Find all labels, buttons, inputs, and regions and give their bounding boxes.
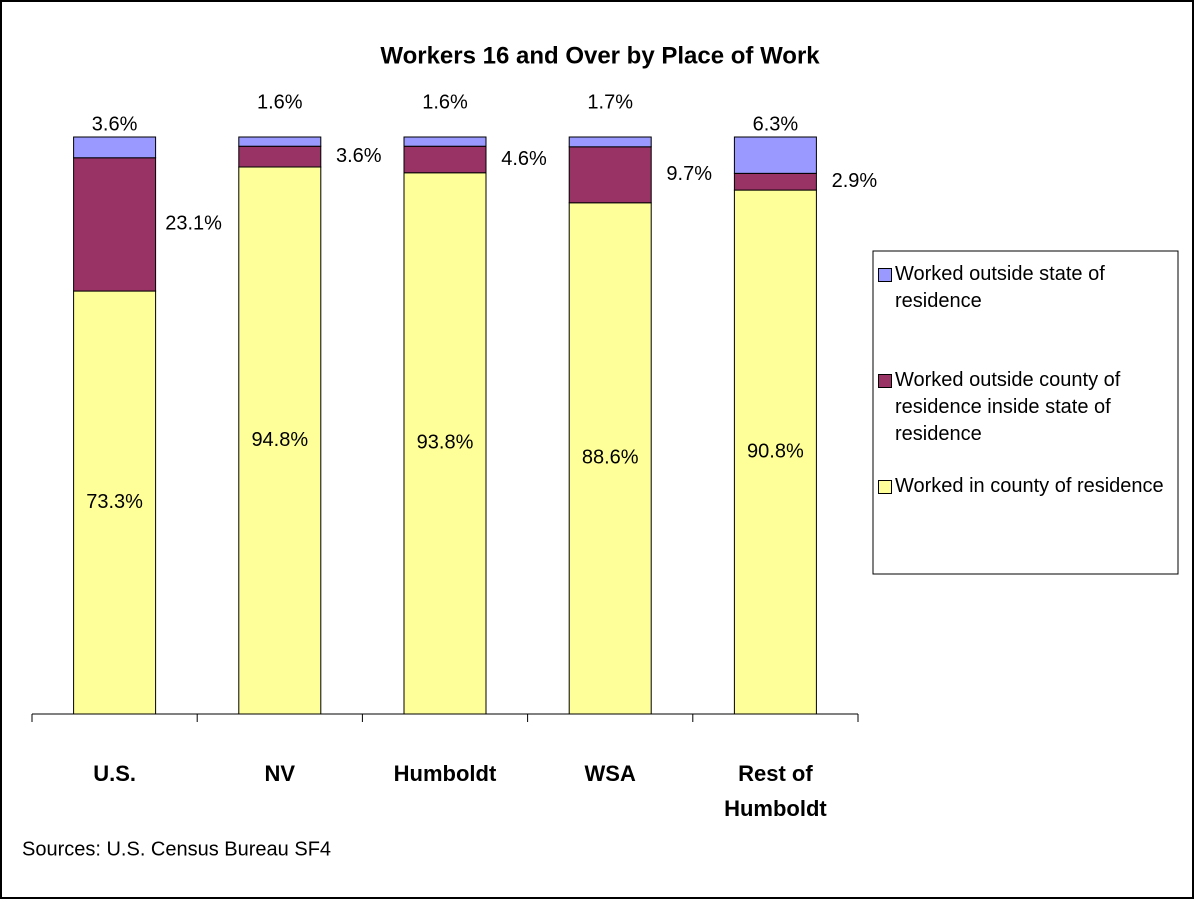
x-tick-label: Humboldt <box>393 761 497 786</box>
legend-label: Worked in county of residence <box>895 475 1164 497</box>
data-label: 9.7% <box>666 163 712 185</box>
data-label: 2.9% <box>832 170 878 192</box>
data-label: 3.6% <box>336 145 382 167</box>
data-label: 88.6% <box>582 447 639 469</box>
data-label: 4.6% <box>501 148 547 170</box>
data-label: 90.8% <box>747 440 804 462</box>
bar-segment <box>403 172 487 715</box>
data-label: 6.3% <box>753 113 799 135</box>
source-note: Sources: U.S. Census Bureau SF4 <box>22 838 331 860</box>
bar-segment <box>568 136 652 148</box>
bar-segment <box>73 136 157 159</box>
legend-swatch <box>878 268 892 282</box>
legend-box <box>872 250 1179 575</box>
legend-label: Worked outside county of residence insid… <box>895 369 1121 445</box>
x-tick-label: Rest of Humboldt <box>724 761 827 821</box>
bar-segment <box>238 136 322 147</box>
data-label: 1.7% <box>587 91 633 113</box>
data-label: 1.6% <box>257 91 303 113</box>
x-tick-label: WSA <box>584 761 636 786</box>
data-label: 3.6% <box>92 113 138 135</box>
data-label: 23.1% <box>165 213 222 235</box>
chart-title: Workers 16 and Over by Place of Work <box>380 42 820 69</box>
bar-segment <box>568 146 652 204</box>
data-label: 94.8% <box>251 429 308 451</box>
bar-segment <box>403 145 487 174</box>
legend-swatch <box>878 480 892 494</box>
legend-swatch <box>878 374 892 388</box>
bar-segment <box>733 189 817 715</box>
bar-segment <box>238 145 322 168</box>
data-label: 73.3% <box>86 491 143 513</box>
data-label: 93.8% <box>417 432 474 454</box>
x-tick-label: NV <box>264 761 296 786</box>
x-tick-label: U.S. <box>93 761 136 786</box>
bar-segment <box>733 172 817 191</box>
data-label: 1.6% <box>422 91 468 113</box>
bar-segment <box>73 157 157 292</box>
bar-segment <box>403 136 487 147</box>
bar-segment <box>73 290 157 715</box>
legend-label: Worked outside state of residence <box>895 263 1105 312</box>
bar-segment <box>568 202 652 715</box>
bar-segment <box>733 136 817 174</box>
